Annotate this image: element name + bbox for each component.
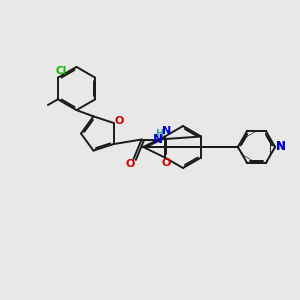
Text: Cl: Cl xyxy=(55,66,66,76)
Text: N: N xyxy=(162,125,171,136)
Text: O: O xyxy=(162,158,171,169)
Text: H: H xyxy=(155,129,164,139)
Text: N: N xyxy=(276,140,286,154)
Text: O: O xyxy=(114,116,124,125)
Text: N: N xyxy=(276,140,286,154)
Text: O: O xyxy=(126,159,135,170)
Text: N: N xyxy=(153,133,163,146)
